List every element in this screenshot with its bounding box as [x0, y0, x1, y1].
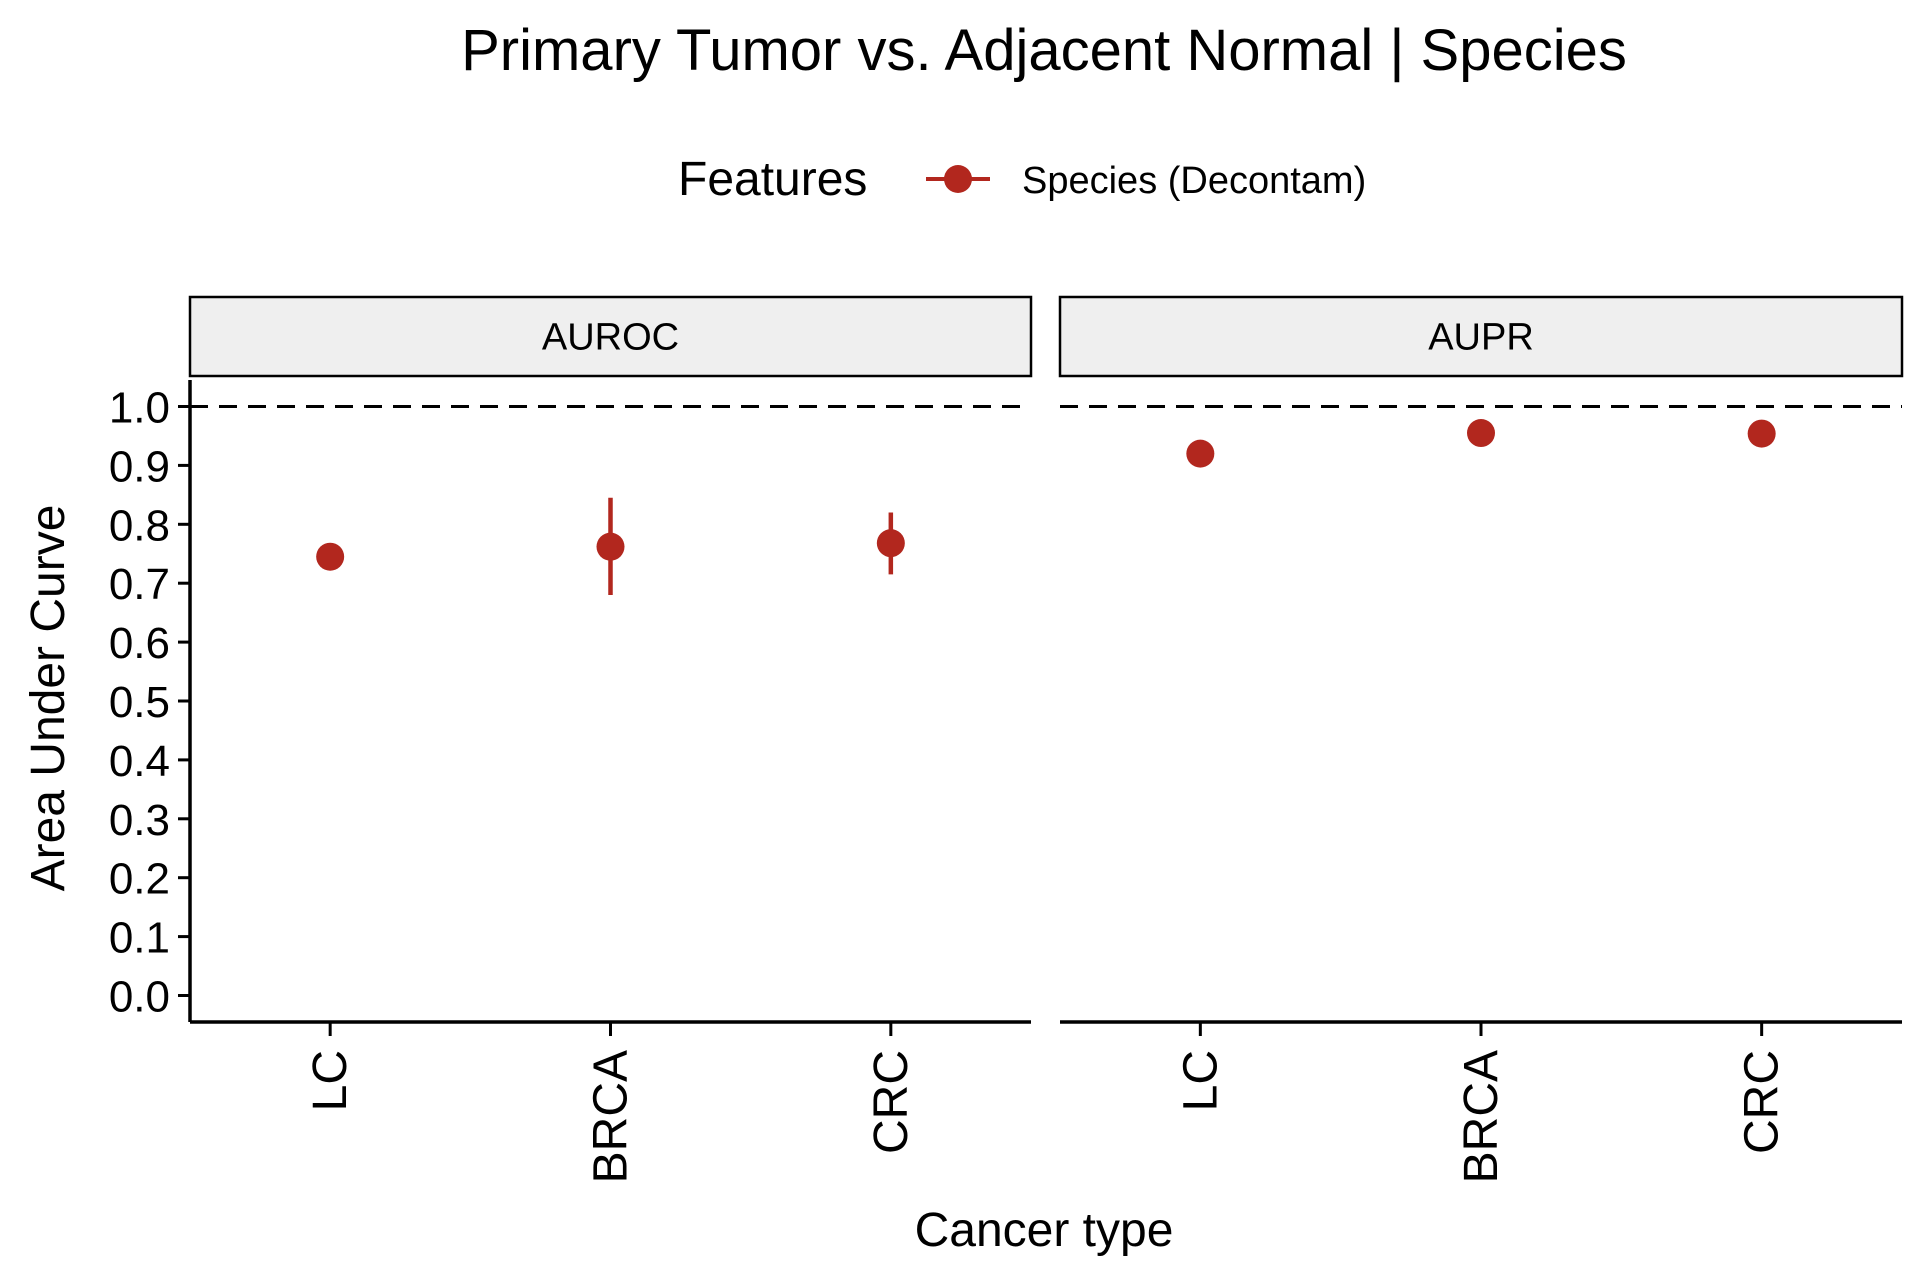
- data-point: [876, 529, 905, 558]
- y-tick-label: 0.8: [109, 501, 170, 550]
- legend-title: Features: [678, 153, 867, 206]
- data-point: [316, 542, 345, 571]
- chart-title: Primary Tumor vs. Adjacent Normal | Spec…: [461, 18, 1627, 83]
- y-tick-label: 1.0: [109, 384, 170, 433]
- legend: Features Species (Decontam): [678, 153, 1366, 206]
- facet-strip: [1058, 295, 1904, 378]
- x-tick-label: CRC: [1736, 1050, 1789, 1154]
- y-tick-label: 0.5: [109, 678, 170, 727]
- legend-key-point: [944, 165, 972, 193]
- y-tick-label: 0.4: [109, 737, 170, 786]
- facet-strip-label: AUPR: [1428, 317, 1534, 359]
- y-axis: 0.0 0.1 0.2 0.3 0.4 0.5 0.6 0.7 0.8 0.9 1.0: [109, 380, 192, 1022]
- panel-aupr: AUPR LC BRCA CRC: [1058, 295, 1904, 1183]
- y-tick-label: 0.9: [109, 442, 170, 491]
- x-tick-label: BRCA: [1455, 1050, 1508, 1183]
- x-tick-label: BRCA: [585, 1050, 638, 1183]
- y-tick-label: 0.3: [109, 796, 170, 845]
- facet-strip: [188, 295, 1033, 378]
- y-axis-title: Area Under Curve: [22, 505, 75, 892]
- data-point: [1467, 419, 1495, 448]
- data-point: [596, 532, 625, 561]
- panel-auroc: AUROC LC BRCA CRC: [188, 295, 1033, 1183]
- y-tick-label: 0.7: [109, 560, 170, 609]
- x-tick-label: LC: [304, 1050, 357, 1111]
- x-axis-title: Cancer type: [915, 1204, 1174, 1257]
- data-point: [1747, 419, 1776, 448]
- panels: AUROC LC BRCA CRC AUPR LC BRCA CRC: [188, 295, 1904, 1183]
- y-tick-label: 0.1: [109, 914, 170, 963]
- y-tick-label: 0.0: [109, 972, 170, 1021]
- legend-entry-label: Species (Decontam): [1022, 160, 1366, 202]
- data-point: [1186, 439, 1215, 468]
- x-tick-label: CRC: [865, 1050, 918, 1154]
- y-tick-label: 0.6: [109, 619, 170, 668]
- facet-strip-label: AUROC: [542, 317, 679, 359]
- y-tick-label: 0.2: [109, 855, 170, 904]
- x-tick-label: LC: [1174, 1050, 1227, 1111]
